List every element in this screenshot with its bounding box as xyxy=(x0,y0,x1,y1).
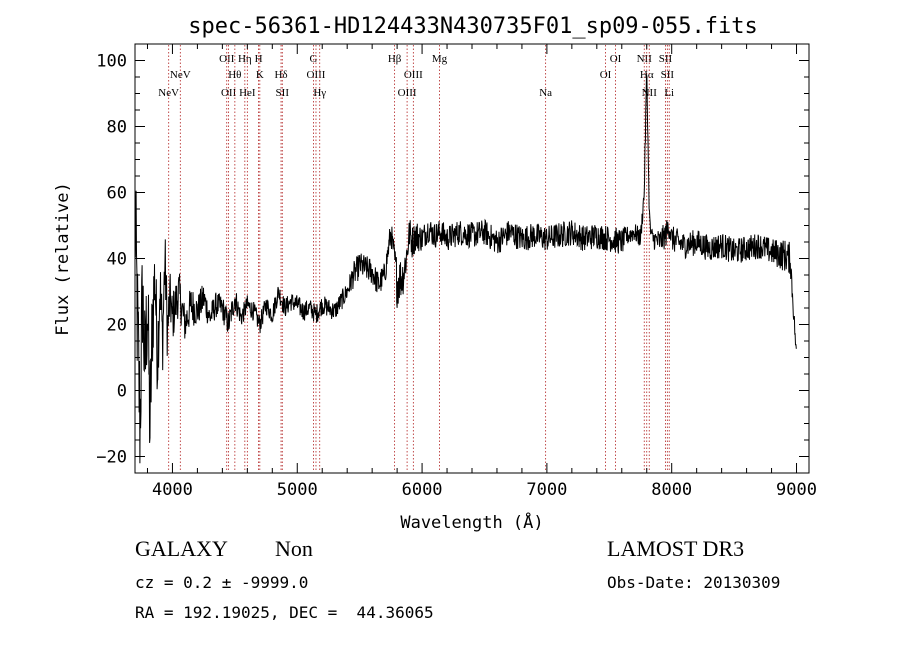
survey-label: LAMOST DR3 xyxy=(607,536,745,561)
chart-title: spec-56361-HD124433N430735F01_sp09-055.f… xyxy=(188,14,758,39)
line-label: Hδ xyxy=(274,69,287,81)
line-label: SII xyxy=(276,87,290,99)
line-label: Mg xyxy=(432,53,448,65)
line-label: Li xyxy=(664,87,674,99)
series-line xyxy=(134,74,797,464)
redshift-cz: cz = 0.2 ± -9999.0 xyxy=(135,573,309,592)
x-tick-label: 5000 xyxy=(277,480,318,500)
line-label: NeV xyxy=(170,69,191,81)
line-label: NII xyxy=(637,53,653,65)
line-label: SII xyxy=(659,53,673,65)
ra-dec-coords: RA = 192.19025, DEC = 44.36065 xyxy=(135,603,434,622)
y-tick-label: 0 xyxy=(117,382,127,402)
line-label: OI xyxy=(600,69,612,81)
line-label: NeV xyxy=(158,87,179,99)
obs-date: Obs-Date: 20130309 xyxy=(607,573,781,592)
spectrum-chart: spec-56361-HD124433N430735F01_sp09-055.f… xyxy=(53,14,817,533)
x-tick-label: 4000 xyxy=(152,480,193,500)
x-axis-label: Wavelength (Å) xyxy=(400,511,543,533)
line-label: SII xyxy=(661,69,675,81)
x-tick-label: 7000 xyxy=(526,480,567,500)
y-tick-label: 60 xyxy=(107,184,127,204)
line-label: OII xyxy=(221,87,237,99)
y-tick-label: 80 xyxy=(107,118,127,138)
line-label: OI xyxy=(610,53,622,65)
line-label: K xyxy=(256,69,264,81)
y-tick-label: −20 xyxy=(96,448,127,468)
line-label: H xyxy=(255,53,263,65)
y-axis-label: Flux (relative) xyxy=(53,182,73,336)
line-label: NII xyxy=(642,87,658,99)
object-subclass: Non xyxy=(275,536,313,561)
plot-frame xyxy=(134,43,810,474)
line-label: HeI xyxy=(239,87,256,99)
x-tick-label: 6000 xyxy=(402,480,443,500)
line-label: G xyxy=(310,53,318,65)
object-class: GALAXY xyxy=(135,536,228,561)
line-label: Hγ xyxy=(313,87,326,99)
y-tick-label: 100 xyxy=(96,52,127,72)
line-label: Hβ xyxy=(388,53,402,65)
line-label: OIII xyxy=(404,69,423,81)
y-tick-label: 20 xyxy=(107,316,127,336)
line-label: Hθ xyxy=(228,69,241,81)
line-label: OIII xyxy=(307,69,326,81)
line-label: OII xyxy=(219,53,235,65)
axis-ticks: 4000 5000 6000 7000 8000 9000 −20 0 20 40 60 80 100 xyxy=(96,43,817,500)
x-tick-label: 8000 xyxy=(651,480,692,500)
spectrum-series xyxy=(134,74,797,464)
x-tick-label: 9000 xyxy=(776,480,817,500)
line-label: Na xyxy=(539,87,552,99)
y-tick-label: 40 xyxy=(107,250,127,270)
line-label: Hη xyxy=(238,53,252,65)
line-label: OIII xyxy=(398,87,417,99)
